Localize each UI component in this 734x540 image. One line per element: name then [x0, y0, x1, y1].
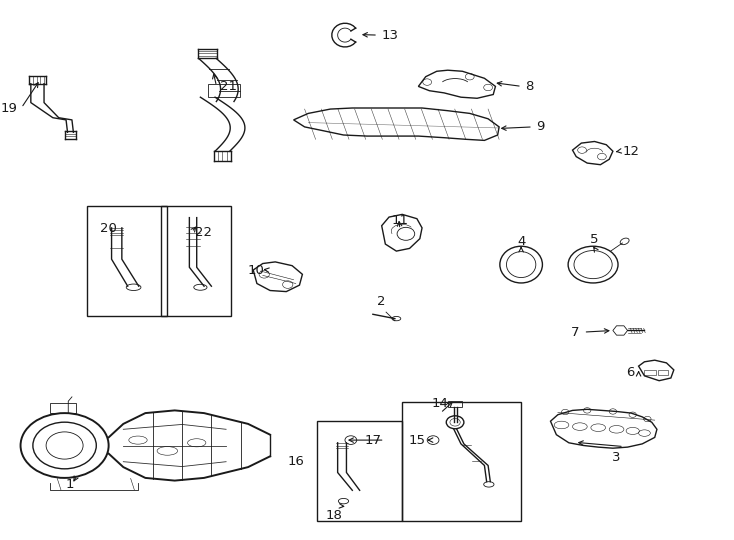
Bar — [644, 370, 656, 375]
Bar — [448, 401, 462, 407]
Text: 4: 4 — [517, 235, 526, 248]
Text: 3: 3 — [612, 451, 621, 464]
Bar — [317, 421, 402, 521]
Text: 10: 10 — [247, 264, 264, 276]
Text: 16: 16 — [288, 455, 305, 468]
Bar — [87, 206, 167, 316]
Text: 17: 17 — [365, 434, 382, 447]
Text: 1: 1 — [65, 478, 74, 491]
Text: 12: 12 — [622, 145, 639, 158]
Text: 22: 22 — [195, 226, 211, 239]
Text: 13: 13 — [382, 29, 399, 42]
Text: 8: 8 — [525, 80, 533, 93]
Text: 15: 15 — [409, 434, 426, 447]
Text: 9: 9 — [536, 120, 544, 133]
Bar — [658, 370, 668, 375]
Text: 21: 21 — [220, 80, 237, 93]
Bar — [50, 403, 76, 413]
Text: 5: 5 — [590, 233, 599, 246]
Text: 19: 19 — [1, 102, 18, 114]
Text: 20: 20 — [101, 222, 117, 235]
Text: 18: 18 — [326, 509, 342, 522]
Bar — [161, 206, 231, 316]
Bar — [208, 84, 240, 97]
Bar — [402, 402, 521, 521]
Text: 2: 2 — [377, 295, 386, 308]
Text: 11: 11 — [391, 214, 409, 227]
Text: 7: 7 — [571, 326, 580, 339]
Text: 14: 14 — [432, 397, 448, 410]
Text: 6: 6 — [627, 366, 635, 379]
